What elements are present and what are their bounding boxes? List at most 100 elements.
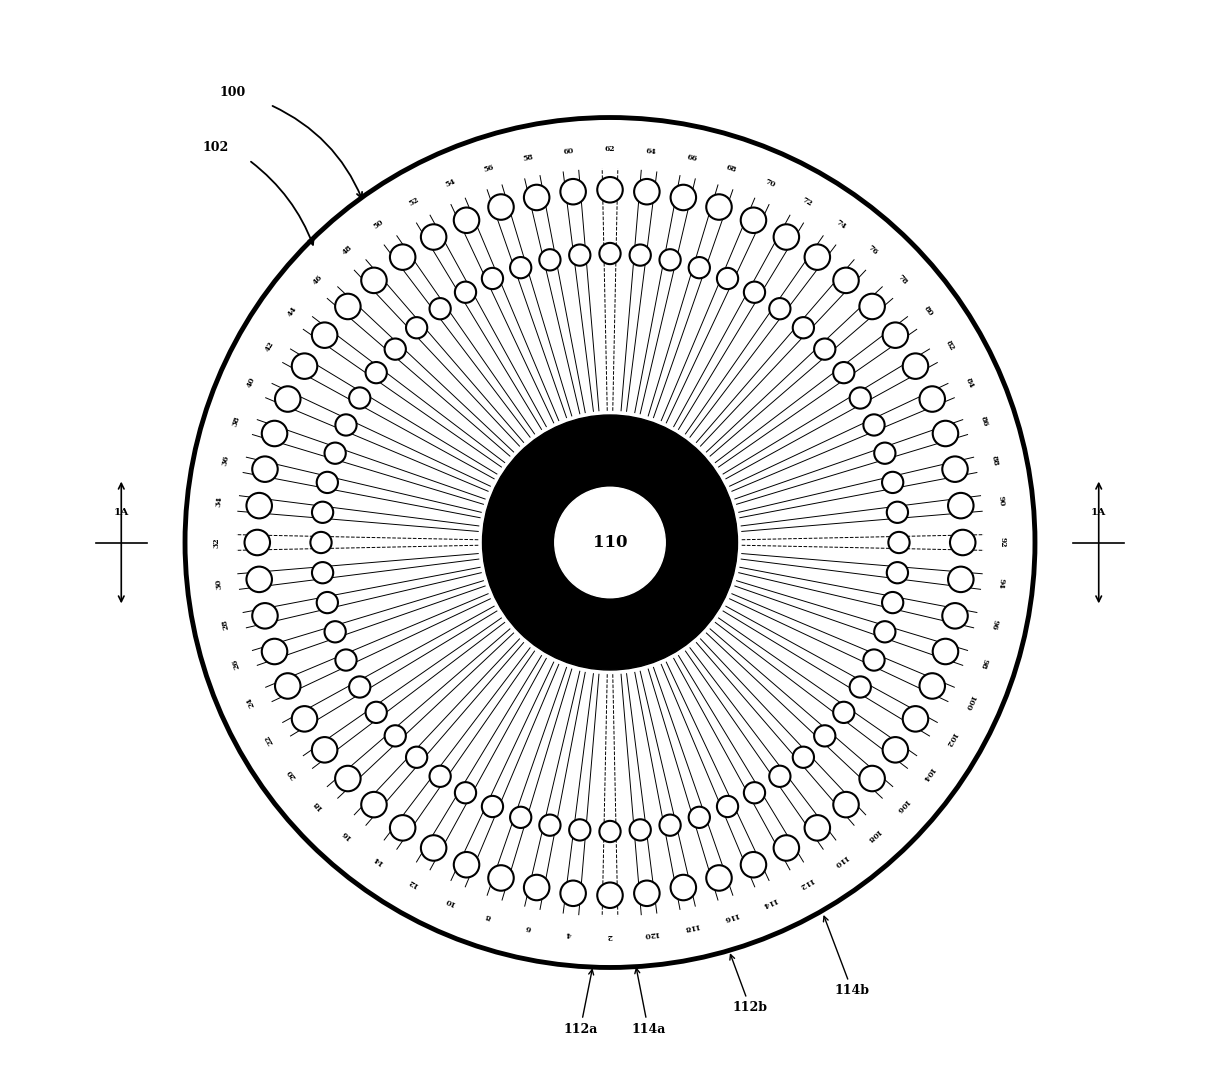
Circle shape [361,268,387,293]
Text: 94: 94 [997,578,1005,589]
Text: 86: 86 [978,414,989,427]
Circle shape [706,194,732,220]
Circle shape [429,298,450,319]
Circle shape [948,566,974,592]
Text: 18: 18 [311,799,325,813]
Text: 88: 88 [989,455,999,467]
Text: 12: 12 [406,877,420,889]
Circle shape [570,244,590,266]
Circle shape [292,706,317,731]
Text: 112: 112 [798,876,815,891]
Circle shape [312,737,338,763]
Circle shape [833,702,854,723]
Text: 110: 110 [832,853,850,868]
Circle shape [560,179,586,204]
Text: 104: 104 [920,765,936,782]
Text: 90: 90 [997,496,1005,507]
Text: 20: 20 [285,767,299,780]
Circle shape [903,706,928,731]
Circle shape [717,796,738,817]
Text: 74: 74 [834,218,848,231]
Circle shape [523,184,549,210]
Circle shape [804,815,830,841]
Circle shape [660,815,681,835]
Circle shape [773,225,799,250]
Text: 114: 114 [761,895,778,908]
Circle shape [744,282,765,303]
Circle shape [814,339,836,360]
Text: 102: 102 [203,141,228,154]
Circle shape [793,317,814,339]
Circle shape [875,622,895,642]
Circle shape [859,294,884,319]
Circle shape [482,414,738,671]
Circle shape [864,650,884,671]
Circle shape [336,414,356,435]
Circle shape [510,257,532,278]
Circle shape [406,746,427,768]
Text: 62: 62 [605,145,615,153]
Circle shape [773,835,799,860]
Circle shape [833,362,854,383]
Circle shape [336,294,361,319]
Circle shape [253,457,278,482]
Text: 32: 32 [214,537,221,548]
Circle shape [950,529,976,556]
Circle shape [942,457,967,482]
Circle shape [482,796,503,817]
Circle shape [325,443,345,463]
Circle shape [488,865,514,891]
Text: 114b: 114b [824,917,870,997]
Circle shape [859,766,884,791]
Text: 2: 2 [608,932,612,940]
Text: 6: 6 [525,922,532,932]
Text: 36: 36 [221,455,231,467]
Text: 10: 10 [444,896,456,907]
Circle shape [660,250,681,270]
Circle shape [488,194,514,220]
Circle shape [336,766,361,791]
Circle shape [349,387,371,409]
Text: 38: 38 [231,414,242,427]
Circle shape [864,414,884,435]
Circle shape [671,875,697,901]
Circle shape [390,815,416,841]
Text: 72: 72 [800,196,814,208]
Text: 120: 120 [643,929,660,939]
Circle shape [274,386,300,412]
Circle shape [312,562,333,584]
Circle shape [454,207,479,233]
Text: 44: 44 [285,305,299,318]
Circle shape [688,257,710,278]
Text: 26: 26 [231,658,242,671]
Circle shape [793,746,814,768]
Text: 116: 116 [722,910,741,922]
Text: 112b: 112b [730,955,767,1014]
Circle shape [933,639,958,664]
Circle shape [920,386,946,412]
Circle shape [429,766,450,787]
Circle shape [384,725,406,746]
Text: 82: 82 [944,340,956,353]
Circle shape [366,362,387,383]
Circle shape [366,702,387,723]
Circle shape [741,207,766,233]
Circle shape [849,387,871,409]
Text: 84: 84 [964,376,975,390]
Text: 56: 56 [482,163,495,174]
Circle shape [253,603,278,628]
Circle shape [262,639,287,664]
Circle shape [317,472,338,493]
Circle shape [406,317,427,339]
Circle shape [903,354,928,379]
Circle shape [246,566,272,592]
Text: 34: 34 [215,496,223,507]
Circle shape [948,493,974,519]
Circle shape [244,529,270,556]
Text: 22: 22 [264,732,276,745]
Text: 54: 54 [444,178,456,189]
Text: 92: 92 [999,537,1006,548]
Text: 100: 100 [963,693,976,712]
Circle shape [539,250,560,270]
Text: 66: 66 [686,153,698,163]
